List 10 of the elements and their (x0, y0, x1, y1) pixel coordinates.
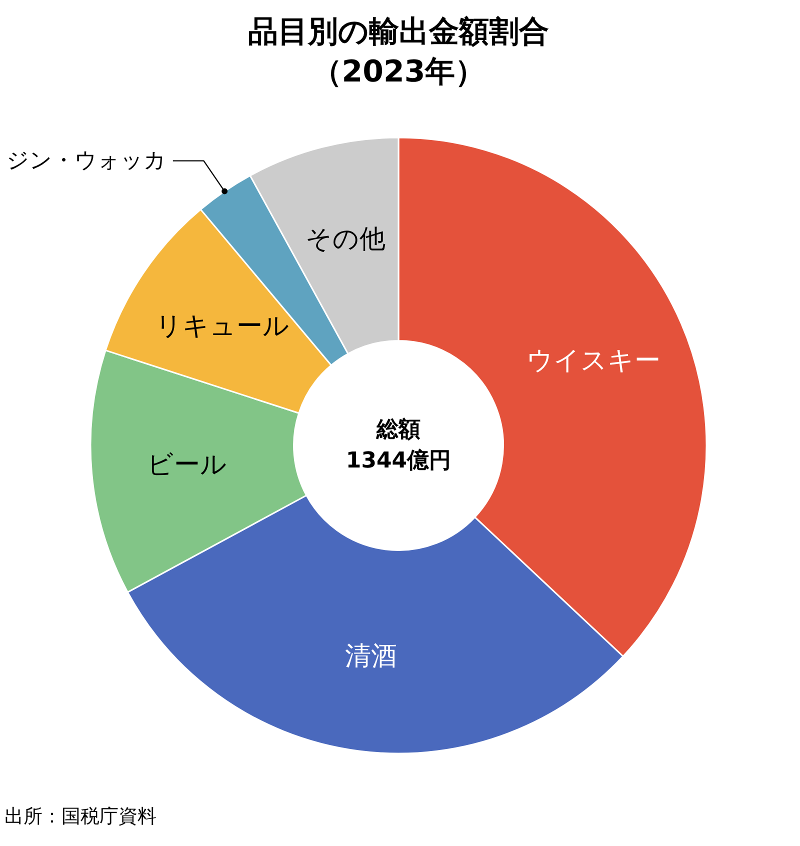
chart-subtitle: （2023年） (312, 54, 486, 90)
chart-title: 品目別の輸出金額割合 (248, 14, 549, 50)
text: 出所：国税庁資料 (4, 806, 156, 828)
slice-label: ジン・ウォッカ (6, 148, 167, 174)
slice-label: その他 (306, 224, 386, 255)
text: 総額 1344億円 (346, 417, 452, 474)
slice-label: ウイスキー (526, 346, 661, 376)
slice-label: 清酒 (345, 641, 398, 672)
slice-label: リキュール (155, 312, 290, 342)
slice-label: ビール (146, 450, 227, 480)
